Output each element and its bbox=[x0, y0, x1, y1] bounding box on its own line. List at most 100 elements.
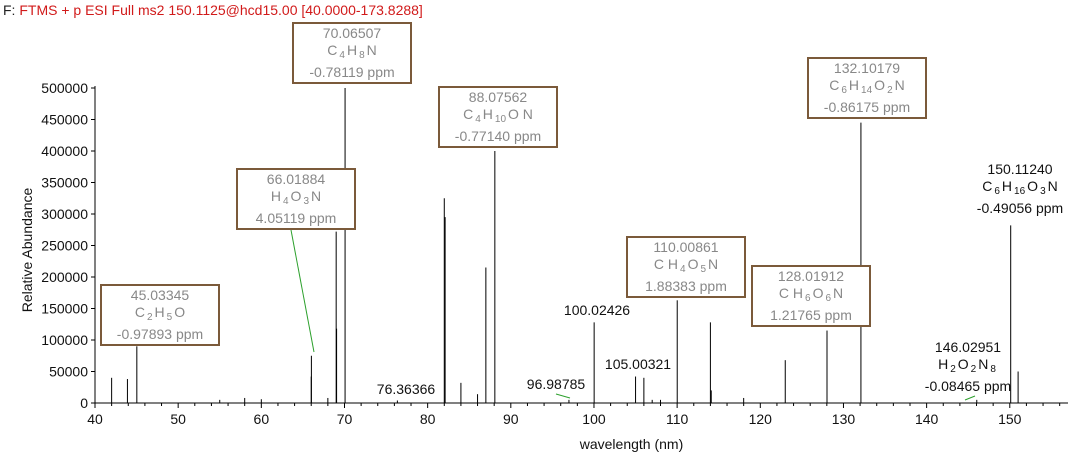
x-tick-label: 150 bbox=[998, 411, 1022, 427]
formula-element: H bbox=[848, 77, 860, 93]
annotation-mz: 88.07562 bbox=[468, 89, 528, 105]
x-tick-label: 120 bbox=[749, 411, 773, 427]
formula-element: H bbox=[1001, 178, 1013, 194]
formula-element: O bbox=[290, 188, 302, 204]
formula-count: 4 bbox=[339, 50, 345, 61]
formula-count: 5 bbox=[700, 264, 707, 275]
annotation-ppm: -0.97893 ppm bbox=[116, 326, 204, 342]
x-axis-label: wavelength (nm) bbox=[579, 436, 684, 452]
annotation-mz: 45.03345 bbox=[130, 287, 190, 303]
annotation-ppm: -0.86175 ppm bbox=[823, 99, 911, 115]
formula-element: C bbox=[829, 77, 840, 93]
annotation-mz: 66.01884 bbox=[266, 171, 326, 187]
x-tick-label: 70 bbox=[337, 411, 353, 427]
formula-element: N bbox=[522, 106, 533, 122]
y-axis-label: Relative Abundance bbox=[19, 188, 35, 313]
annotation-mz: 132.10179 bbox=[833, 60, 901, 76]
formula-element: O bbox=[174, 304, 186, 320]
annotation-mz: 110.00861 bbox=[653, 239, 719, 255]
y-tick-label: 500000 bbox=[41, 80, 88, 96]
annotation-ppm: -0.49056 ppm bbox=[976, 200, 1064, 216]
annotation-formula: C 6 H 14 O 2 N bbox=[812, 77, 922, 99]
formula-element: O bbox=[508, 106, 519, 122]
formula-count: 2 bbox=[950, 364, 956, 375]
y-tick-label: 300000 bbox=[41, 206, 88, 222]
formula-count: 8 bbox=[990, 364, 996, 375]
formula-count: 3 bbox=[1040, 186, 1046, 197]
annotation-ppm: 4.05119 ppm bbox=[255, 210, 337, 226]
y-tick-label: 450000 bbox=[41, 112, 88, 128]
annotation-ppm: -0.08465 ppm bbox=[924, 378, 1012, 394]
annotation-leader-line bbox=[290, 229, 315, 353]
formula-count: 4 bbox=[680, 264, 686, 275]
formula-element: O bbox=[957, 356, 969, 372]
y-tick-label: 0 bbox=[80, 395, 88, 411]
formula-element: H bbox=[667, 256, 678, 272]
y-tick-label: 400000 bbox=[41, 143, 88, 159]
formula-element: H bbox=[792, 285, 803, 301]
formula-element: H bbox=[270, 188, 281, 204]
peak-annotation: 132.10179 C 6 H 14 O 2 N -0.86175 ppm bbox=[807, 57, 927, 119]
formula-element: N bbox=[366, 42, 377, 58]
annotation-mz: 128.01912 bbox=[777, 268, 845, 284]
peak-label: 105.00321 bbox=[605, 356, 671, 372]
formula-count: 8 bbox=[359, 50, 365, 61]
formula-element: N bbox=[311, 188, 322, 204]
scan-filter-header: F: FTMS + p ESI Full ms2 150.1125@hcd15.… bbox=[3, 2, 423, 18]
formula-count: 2 bbox=[970, 364, 977, 375]
formula-element: H bbox=[346, 42, 358, 58]
annotation-ppm: 1.88383 ppm bbox=[645, 278, 727, 294]
x-tick-label: 40 bbox=[87, 411, 103, 427]
formula-count: 6 bbox=[805, 293, 811, 304]
filter-prefix: F: bbox=[3, 2, 16, 18]
annotation-ppm: -0.77140 ppm bbox=[454, 128, 542, 144]
formula-count: 2 bbox=[146, 312, 153, 323]
label-leader-line bbox=[555, 393, 571, 399]
formula-element: C bbox=[134, 304, 145, 320]
formula-element: C bbox=[982, 178, 993, 194]
formula-element: O bbox=[812, 285, 824, 301]
peak-annotation: 66.01884 H 4 O 3 N 4.05119 ppm bbox=[236, 168, 356, 230]
formula-count: 14 bbox=[861, 85, 873, 96]
x-tick-label: 140 bbox=[915, 411, 939, 427]
y-tick-label: 250000 bbox=[41, 238, 88, 254]
formula-count: 4 bbox=[475, 114, 481, 125]
peak-label: 96.98785 bbox=[527, 376, 586, 392]
formula-element: O bbox=[687, 256, 699, 272]
formula-count: 5 bbox=[166, 312, 173, 323]
annotation-leader-line bbox=[964, 395, 976, 401]
peak-label: 76.36366 bbox=[377, 381, 436, 397]
formula-element: N bbox=[894, 77, 905, 93]
annotation-mz: 150.11240 bbox=[987, 161, 1053, 177]
formula-element: H bbox=[938, 356, 949, 372]
formula-element: H bbox=[154, 304, 165, 320]
formula-count: 3 bbox=[303, 196, 309, 207]
y-tick-label: 150000 bbox=[41, 301, 88, 317]
formula-element: C bbox=[778, 285, 789, 301]
formula-count: 6 bbox=[825, 293, 832, 304]
formula-element: O bbox=[1027, 178, 1039, 194]
formula-element: N bbox=[1047, 178, 1058, 194]
x-tick-label: 60 bbox=[254, 411, 270, 427]
formula-element: C bbox=[463, 106, 474, 122]
formula-count: 2 bbox=[887, 85, 893, 96]
formula-count: 10 bbox=[494, 114, 507, 125]
formula-element: N bbox=[978, 356, 989, 372]
formula-element: C bbox=[327, 42, 338, 58]
x-tick-label: 80 bbox=[420, 411, 436, 427]
annotation-mz: 70.06507 bbox=[322, 25, 382, 41]
filter-text: FTMS + p ESI Full ms2 150.1125@hcd15.00 … bbox=[19, 2, 423, 18]
formula-element: N bbox=[833, 285, 844, 301]
x-tick-label: 50 bbox=[170, 411, 186, 427]
peak-annotation: 146.02951 H 2 O 2 N 8 -0.08465 ppm bbox=[910, 338, 1026, 396]
formula-count: 6 bbox=[994, 186, 1000, 197]
formula-element: H bbox=[482, 106, 493, 122]
